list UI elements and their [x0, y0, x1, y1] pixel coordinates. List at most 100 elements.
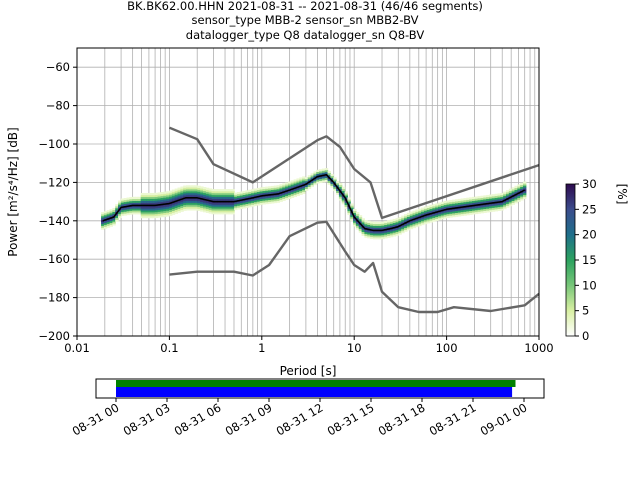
psd-density-cell: [166, 212, 170, 215]
colorbar-label: [%]: [615, 184, 629, 205]
psd-density-cell: [358, 217, 363, 220]
psd-density-cell: [443, 202, 448, 206]
psd-density-cell: [353, 210, 357, 214]
psd-density-cell: [253, 190, 258, 193]
psd-density-cell: [208, 192, 213, 195]
psd-density-cell: [197, 206, 201, 210]
psd-density-cell: [401, 230, 405, 234]
psd-density-cell: [200, 203, 204, 206]
psd-density-cell: [140, 214, 145, 217]
data-coverage-plot: 08-31 00 08-31 03 08-31 06 08-31 09 08-31 12…: [70, 378, 545, 438]
psd-density-cell: [398, 220, 402, 224]
psd-density-cell: [276, 200, 281, 203]
psd-density-cell: [177, 197, 181, 200]
psd-density-cell: [350, 203, 354, 206]
psd-density-cell: [276, 194, 281, 198]
psd-density-cell: [477, 209, 482, 212]
psd-density-cell: [384, 222, 388, 226]
psd-density-cell: [338, 182, 343, 186]
psd-density-cell: [426, 219, 431, 222]
psd-density-cell: [180, 196, 184, 199]
psd-density-cell: [259, 202, 264, 205]
psd-density-cell: [514, 201, 518, 204]
psd-density-cell: [520, 196, 524, 199]
psd-density-cell: [197, 187, 201, 190]
psd-density-cell: [169, 192, 173, 195]
psd-density-cell: [344, 206, 348, 209]
psd-density-cell: [452, 214, 456, 218]
psd-density-cell: [217, 202, 221, 205]
psd-density-cell: [472, 202, 476, 205]
psd-density-cell: [251, 192, 255, 196]
psd-density-cell: [166, 191, 170, 194]
psd-density-cell: [126, 210, 130, 214]
psd-density-cell: [463, 199, 467, 203]
psd-density-cell: [132, 210, 136, 213]
psd-density-cell: [169, 207, 173, 211]
psd-density-cell: [364, 229, 368, 232]
psd-density-cell: [157, 211, 162, 214]
psd-density-cell: [188, 192, 193, 196]
psd-density-cell: [200, 207, 204, 210]
psd-density-cell: [262, 186, 266, 190]
psd-density-cell: [188, 198, 193, 201]
psd-density-cell: [384, 220, 388, 224]
psd-density-cell: [236, 207, 241, 210]
psd-density-cell: [123, 203, 128, 206]
psd-density-cell: [321, 172, 326, 175]
psd-density-cell: [273, 189, 278, 192]
psd-density-cell: [262, 190, 266, 193]
psd-density-cell: [205, 187, 210, 190]
psd-density-cell: [423, 210, 428, 213]
psd-density-cell: [143, 200, 147, 203]
psd-density-cell: [245, 192, 249, 195]
psd-density-cell: [140, 194, 145, 198]
psd-density-cell: [505, 201, 510, 204]
psd-density-cell: [152, 208, 156, 211]
psd-density-cell: [508, 190, 513, 193]
psd-density-cell: [171, 206, 176, 210]
psd-density-cell: [477, 199, 482, 203]
psd-density-cell: [404, 225, 408, 228]
psd-density-cell: [112, 217, 116, 220]
psd-density-cell: [166, 198, 170, 202]
psd-density-cell: [367, 226, 371, 229]
psd-density-cell: [214, 210, 218, 213]
psd-density-cell: [245, 203, 249, 206]
psd-density-cell: [171, 189, 176, 192]
psd-density-cell: [194, 206, 198, 209]
psd-density-cell: [486, 204, 490, 207]
psd-density-cell: [370, 231, 374, 234]
psd-density-cell: [200, 205, 204, 208]
psd-density-cell: [324, 168, 329, 171]
psd-density-cell: [522, 185, 527, 188]
psd-density-cell: [429, 216, 433, 219]
psd-density-cell: [149, 192, 153, 196]
psd-density-cell: [163, 193, 167, 196]
psd-density-cell: [120, 202, 125, 205]
psd-density-cell: [143, 212, 147, 215]
psd-density-cell: [270, 195, 275, 198]
psd-density-cell: [163, 197, 167, 200]
psd-density-cell: [378, 221, 382, 224]
psd-density-cell: [338, 184, 343, 188]
psd-density-cell: [423, 216, 428, 219]
psd-density-cell: [129, 200, 133, 204]
psd-density-cell: [353, 220, 357, 223]
psd-density-cell: [370, 236, 374, 240]
psd-density-cell: [367, 220, 371, 224]
psd-density-cell: [135, 198, 139, 201]
psd-density-cell: [480, 197, 484, 200]
psd-density-cell: [200, 201, 204, 204]
psd-density-cell: [205, 191, 210, 194]
psd-density-cell: [463, 209, 467, 212]
psd-density-cell: [129, 206, 133, 209]
psd-density-cell: [480, 201, 484, 204]
psd-density-cell: [231, 194, 235, 198]
psd-density-cell: [474, 209, 479, 213]
y-axis-label: Power [m²/s⁴/Hz] [dB]: [6, 127, 20, 256]
psd-density-cell: [500, 204, 504, 207]
psd-density-cell: [508, 188, 513, 191]
psd-density-cell: [435, 205, 439, 208]
psd-density-cell: [174, 194, 179, 197]
